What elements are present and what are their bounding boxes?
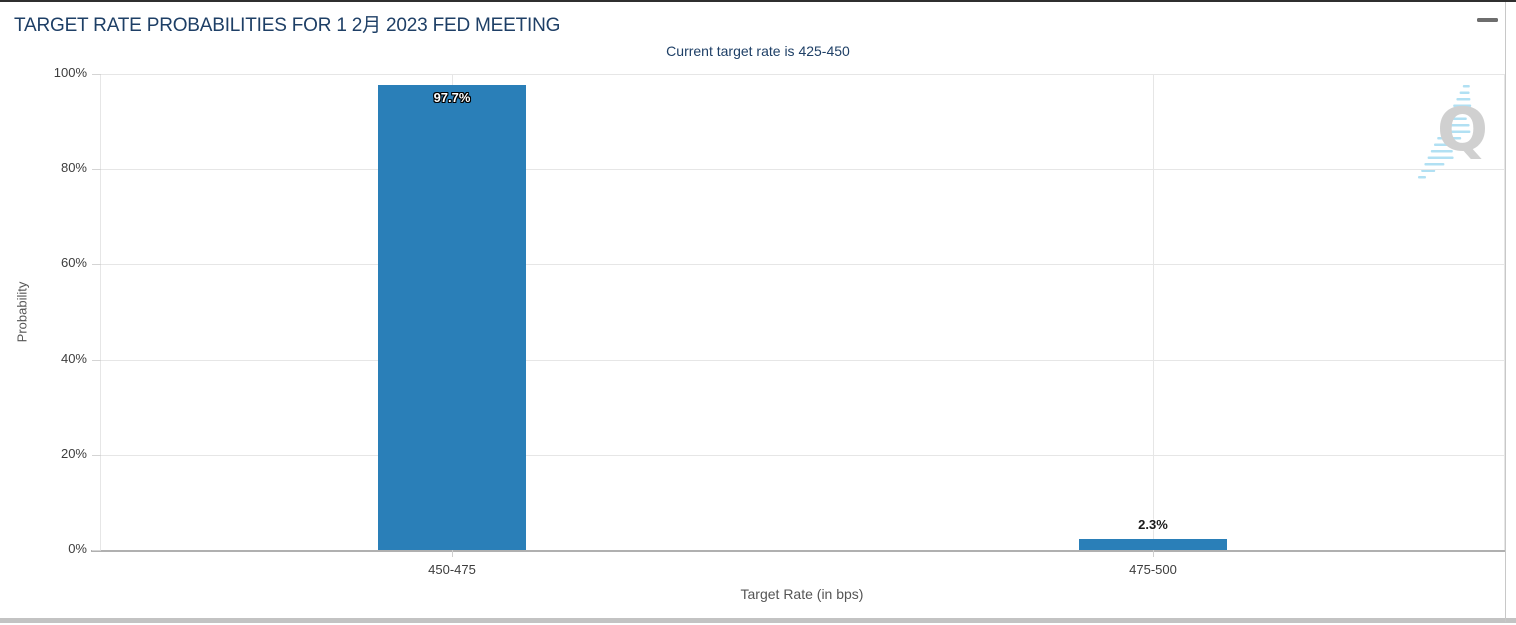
gridline-horizontal bbox=[101, 455, 1504, 456]
y-tick-label: 0% bbox=[68, 541, 87, 556]
page-title: TARGET RATE PROBABILITIES FOR 1 2月 2023 … bbox=[14, 15, 561, 36]
x-axis-title: Target Rate (in bps) bbox=[740, 586, 864, 602]
y-tick-mark bbox=[92, 169, 101, 170]
plot-area: Q 0% 20% 40% 60% 80% 100% 97.7% 450-475 2.3% 475-… bbox=[54, 65, 1505, 577]
y-axis-title: Probability bbox=[14, 281, 30, 343]
bar-value-label: 2.3% bbox=[1138, 517, 1168, 532]
y-tick-label: 40% bbox=[60, 351, 87, 366]
x-tick-label: 475-500 bbox=[1129, 562, 1177, 577]
gridline-horizontal bbox=[101, 74, 1504, 75]
y-tick-label: 100% bbox=[53, 65, 87, 80]
bar-value-label: 97.7% bbox=[433, 90, 471, 105]
hamburger-icon bbox=[1477, 18, 1498, 22]
gridline-horizontal bbox=[101, 360, 1504, 361]
right-border bbox=[1505, 2, 1506, 622]
chart-subtitle: Current target rate is 425-450 bbox=[666, 43, 850, 59]
y-tick-label: 60% bbox=[60, 255, 87, 270]
bottom-border bbox=[0, 618, 1516, 623]
y-tick-mark bbox=[92, 74, 101, 75]
y-tick-label: 80% bbox=[60, 160, 87, 175]
quikstrike-watermark-lines bbox=[1418, 85, 1474, 179]
quikstrike-watermark: Q bbox=[1412, 80, 1488, 184]
bar-450-475[interactable] bbox=[378, 85, 526, 550]
quikstrike-logo-q: Q bbox=[1436, 95, 1488, 165]
hamburger-menu-button[interactable] bbox=[1477, 18, 1499, 40]
y-tick-mark bbox=[92, 264, 101, 265]
x-tick-mark bbox=[1153, 550, 1154, 557]
y-tick-label: 20% bbox=[60, 446, 87, 461]
x-tick-mark bbox=[452, 550, 453, 557]
y-tick-mark bbox=[92, 455, 101, 456]
y-tick-mark bbox=[92, 550, 101, 551]
x-tick-label: 450-475 bbox=[428, 562, 476, 577]
bar-475-500[interactable] bbox=[1079, 539, 1227, 550]
gridline-horizontal bbox=[101, 169, 1504, 170]
gridline-horizontal bbox=[101, 264, 1504, 265]
y-tick-mark bbox=[92, 360, 101, 361]
x-axis-line bbox=[91, 550, 1505, 552]
gridline-vertical bbox=[1153, 74, 1154, 550]
